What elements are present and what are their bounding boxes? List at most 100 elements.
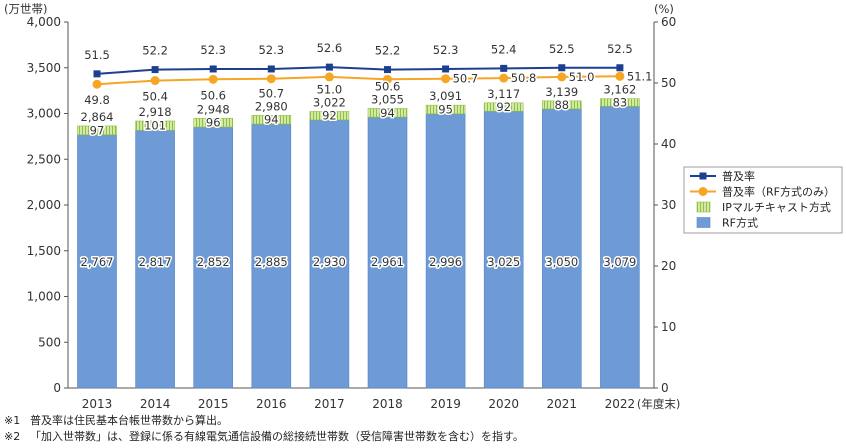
label-total-2022: 3,162 [603,83,636,97]
label-ip-multicast-2015: 96 [206,116,221,130]
label-penetration-rate-2017: 52.6 [317,41,343,55]
point-penetration-rate-rf-only-2017 [324,72,334,82]
point-penetration-rate-2019 [442,65,450,73]
point-penetration-rate-2022 [616,64,624,72]
bar-ip-multicast-2017 [309,111,350,121]
label-ip-multicast-2021: 88 [554,98,569,112]
point-penetration-rate-rf-only-2019 [441,74,451,84]
point-penetration-rate-rf-only-2022 [615,71,625,81]
label-rf-2022: 3,079 [603,255,636,269]
point-penetration-rate-2013 [93,70,101,78]
label-total-2019: 3,091 [429,89,462,103]
bar-rf-2022 [600,105,640,389]
y-left-tick-label: 2,000 [27,198,61,212]
point-penetration-rate-rf-only-2013 [92,79,102,89]
bar-rf-2018 [367,116,408,389]
label-penetration-rate-2016: 52.3 [258,43,284,57]
label-ip-multicast-2017: 92 [322,109,337,123]
x-tick-label-2020: 2020 [488,397,519,411]
label-ip-multicast-2018: 94 [380,106,395,120]
label-ip-multicast-2016: 94 [264,113,279,127]
x-axis-unit: (年度末) [637,397,680,411]
point-penetration-rate-rf-only-2020 [499,73,509,83]
label-penetration-rate-rf-only-2014: 50.4 [142,90,168,104]
y-right-tick-label: 0 [661,381,669,395]
x-tick-label-2018: 2018 [372,397,403,411]
footnote-1-text: 普及率は住民基本台帳世帯数から算出。 [30,414,228,427]
point-penetration-rate-2020 [500,64,508,72]
label-total-2021: 3,139 [545,85,578,99]
label-rf-2014: 2,817 [139,255,172,269]
bar-ip-multicast-2013 [77,125,117,136]
x-tick-label-2017: 2017 [314,397,345,411]
y-right-tick-label: 60 [661,15,676,29]
label-rf-2015: 2,852 [197,255,230,269]
point-penetration-rate-2021 [558,64,566,72]
point-penetration-rate-2018 [384,66,391,74]
footnote-1: ※1 普及率は住民基本台帳世帯数から算出。 [4,413,842,429]
x-tick-label-2013: 2013 [82,397,113,411]
y-right-tick-label: 10 [661,320,676,334]
bar-ip-multicast-2020 [483,102,524,112]
point-penetration-rate-rf-only-2021 [557,72,567,82]
x-tick-label-2019: 2019 [430,397,461,411]
x-tick-label-2014: 2014 [140,397,171,411]
label-total-2015: 2,948 [197,102,230,116]
label-penetration-rate-2019: 52.3 [433,43,459,57]
point-penetration-rate-rf-only-2015 [208,74,218,84]
bar-rf-2016 [251,123,292,389]
label-penetration-rate-2021: 52.5 [549,42,575,56]
y-right-tick-label: 20 [661,259,676,273]
legend-swatch-rf [696,217,711,228]
label-penetration-rate-2014: 52.2 [142,44,168,58]
label-penetration-rate-rf-only-2015: 50.6 [200,88,226,102]
footnote-2: ※2 「加入世帯数」は、登録に係る有線電気通信設備の総接続世帯数（受信障害世帯数を… [4,429,842,445]
y-left-tick-label: 0 [53,381,61,395]
label-penetration-rate-rf-only-2016: 50.7 [258,86,284,100]
label-rf-2020: 3,025 [487,255,520,269]
lines [92,63,625,89]
label-total-2020: 3,117 [487,87,520,101]
line-data-labels: 51.5 52.2 52.3 52.3 52.6 52.2 52.3 52.4 52.5 52.5… [83,40,654,109]
label-total-2017: 3,022 [313,95,346,109]
label-penetration-rate-2013: 51.5 [84,48,110,62]
x-tick-label-2016: 2016 [256,397,287,411]
y-left-axis-unit: (万世帯) [4,2,47,16]
label-penetration-rate-rf-only-2020: 50.8 [511,71,537,85]
bar-ip-multicast-2015 [193,117,233,128]
label-total-2018: 3,055 [371,92,404,106]
bar-rf-2017 [309,119,350,389]
label-ip-multicast-2020: 92 [496,100,511,114]
y-left-tick-label: 2,500 [27,152,61,166]
bar-ip-multicast-2018 [367,108,408,118]
bar-ip-multicast-2019 [425,104,466,115]
legend-label-ip-multicast: IPマルチキャスト方式 [722,200,831,214]
point-penetration-rate-2017 [325,63,333,71]
bar-ip-multicast-2016 [251,115,292,125]
line-penetration-rate [96,66,620,75]
point-penetration-rate-2015 [209,65,217,73]
legend-swatch-ip-multicast [696,201,711,213]
bar-rf-2019 [425,113,466,389]
label-penetration-rate-2018: 52.2 [375,44,401,58]
y-right-axis-unit: (%) [654,2,674,16]
label-penetration-rate-2022: 52.5 [607,42,633,56]
legend-swatch-marker-penetration-rate-rf-only [698,187,708,196]
label-penetration-rate-rf-only-2017: 51.0 [317,82,343,96]
footnote-2-mark: ※2 [4,430,21,443]
label-penetration-rate-rf-only-2022: 51.1 [627,69,653,83]
label-ip-multicast-2014: 101 [144,119,166,133]
point-penetration-rate-rf-only-2016 [266,74,276,84]
y-left-tick-label: 500 [38,335,61,349]
point-penetration-rate-2014 [151,66,159,74]
x-tick-label-2021: 2021 [547,397,578,411]
label-rf-2021: 3,050 [545,255,578,269]
label-total-2016: 2,980 [255,99,288,113]
label-rf-2019: 2,996 [429,255,462,269]
bar-rf-2013 [77,134,117,389]
x-tick-label-2015: 2015 [198,397,229,411]
legend-label-penetration-rate-rf-only: 普及率（RF方式のみ） [722,185,835,199]
